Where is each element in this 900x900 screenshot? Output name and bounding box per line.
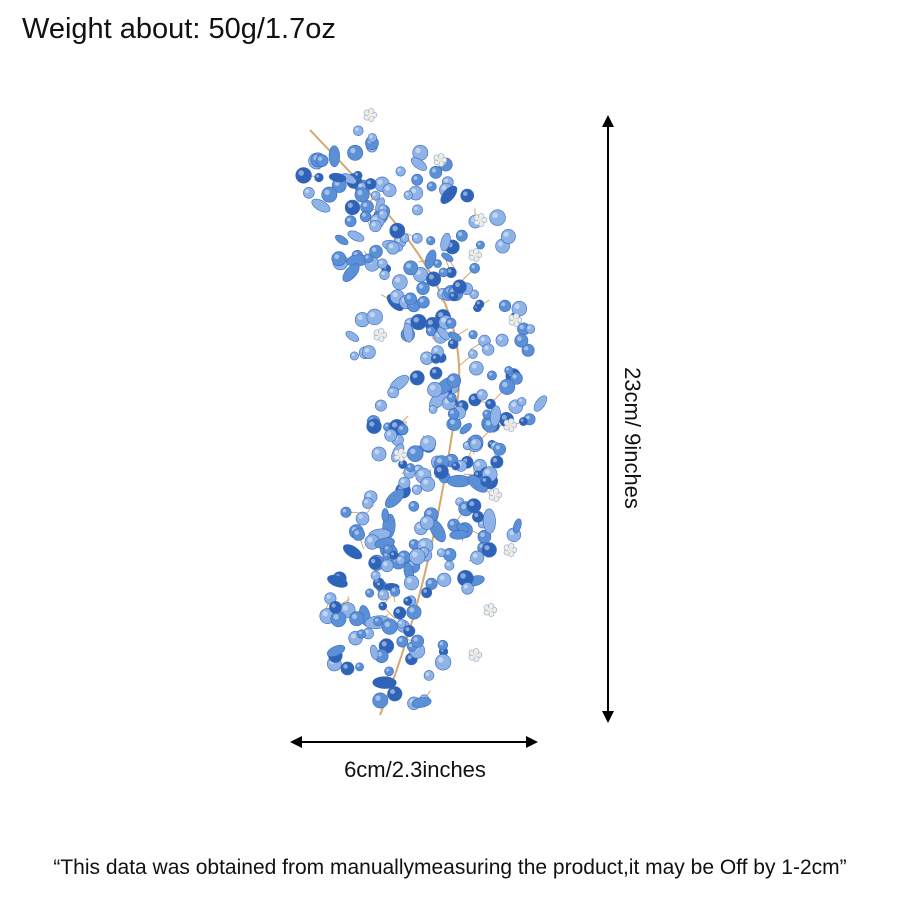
measurement-disclaimer: “This data was obtained from manuallymea…	[53, 856, 847, 879]
width-dimension-arrow	[290, 736, 538, 748]
height-dimension-arrow	[602, 115, 614, 723]
crystal-cluster	[295, 125, 548, 710]
product-photo-hair-vine	[295, 108, 548, 716]
rhinestone-flowers	[363, 108, 523, 662]
width-label: 6cm/2.3inches	[344, 757, 486, 782]
height-label: 23cm/ 9inches	[620, 367, 645, 509]
weight-label: Weight about: 50g/1.7oz	[22, 13, 336, 45]
